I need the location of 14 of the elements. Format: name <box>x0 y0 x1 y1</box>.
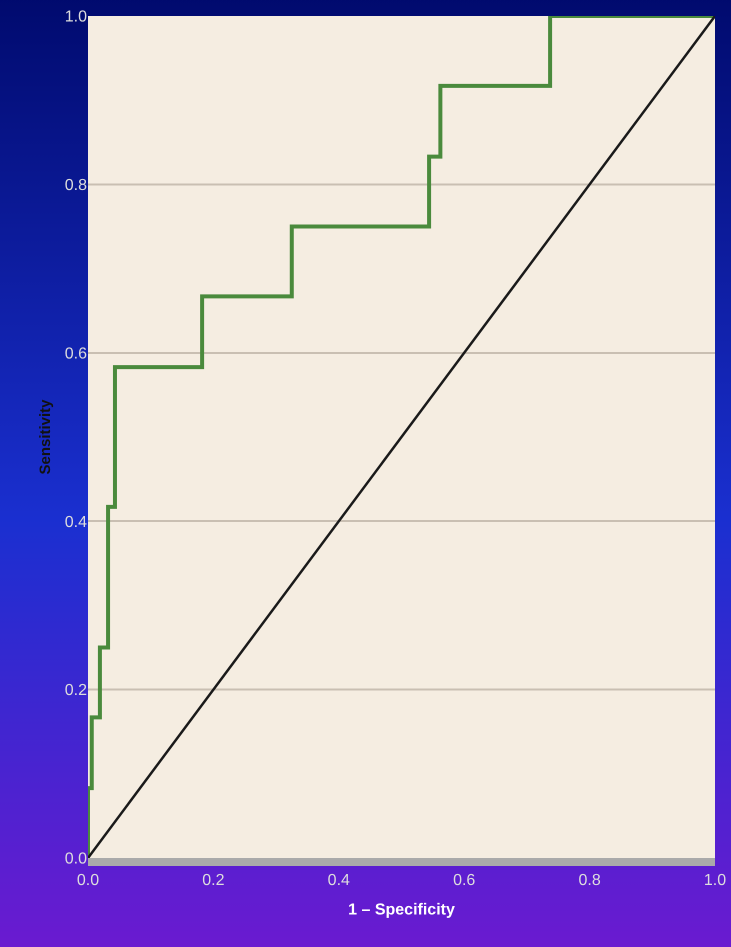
y-axis-title: Sensitivity <box>37 398 54 475</box>
x-tick-label: 0.0 <box>76 872 100 890</box>
x-axis-title: 1 – Specificity <box>348 901 455 918</box>
x-tick-label: 0.6 <box>453 872 476 890</box>
x-tick-label: 1.0 <box>704 872 726 890</box>
x-tick-label: 0.4 <box>328 872 350 890</box>
y-tick-label: 1.0 <box>64 8 88 26</box>
x-tick-label: 0.2 <box>202 872 225 890</box>
y-tick-label: 0.6 <box>64 345 88 362</box>
y-tick-label: 0.4 <box>64 514 88 531</box>
y-tick-label: 0.0 <box>64 850 88 868</box>
y-tick-label: 0.2 <box>64 682 88 700</box>
y-tick-label: 0.8 <box>64 177 88 194</box>
x-tick-label: 0.8 <box>578 872 601 890</box>
